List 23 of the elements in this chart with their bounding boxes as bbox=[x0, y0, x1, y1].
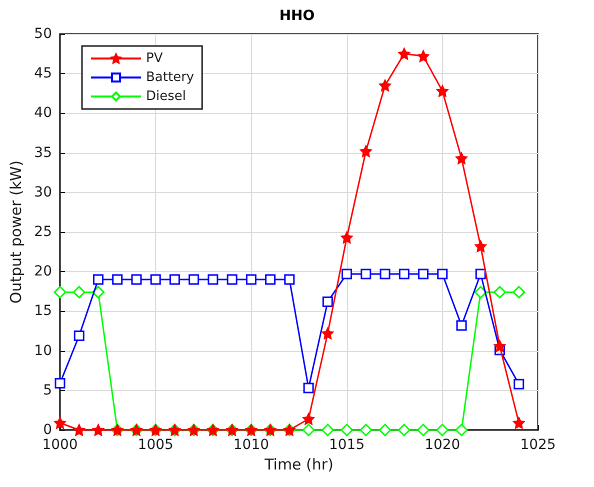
x-tick-label: 1005 bbox=[138, 437, 174, 453]
x-tick-label: 1010 bbox=[233, 437, 270, 453]
x-tick-label: 1000 bbox=[42, 437, 78, 453]
y-tick-label: 5 bbox=[43, 382, 52, 398]
y-tick-label: 10 bbox=[34, 342, 52, 359]
y-tick-label: 25 bbox=[34, 224, 52, 240]
legend-label: Diesel bbox=[146, 89, 186, 104]
y-tick-label: 45 bbox=[34, 66, 52, 82]
y-tick-label: 35 bbox=[34, 144, 52, 161]
y-tick-label: 40 bbox=[34, 105, 52, 122]
legend-label: Battery bbox=[146, 70, 194, 85]
y-tick-label: 50 bbox=[34, 26, 52, 42]
x-axis-title: Time (hr) bbox=[264, 455, 334, 474]
x-tick-label: 1015 bbox=[328, 437, 365, 453]
x-tick-label: 1025 bbox=[520, 437, 556, 453]
chart-title: HHO bbox=[279, 8, 315, 24]
y-tick-label: 30 bbox=[34, 184, 52, 200]
y-tick-label: 0 bbox=[43, 422, 52, 438]
legend-label: PV bbox=[146, 51, 163, 66]
x-tick-label: 1020 bbox=[424, 437, 460, 453]
y-axis-title: Output power (kW) bbox=[6, 160, 25, 304]
y-tick-label: 20 bbox=[34, 264, 52, 280]
y-tick-label: 15 bbox=[34, 303, 52, 320]
